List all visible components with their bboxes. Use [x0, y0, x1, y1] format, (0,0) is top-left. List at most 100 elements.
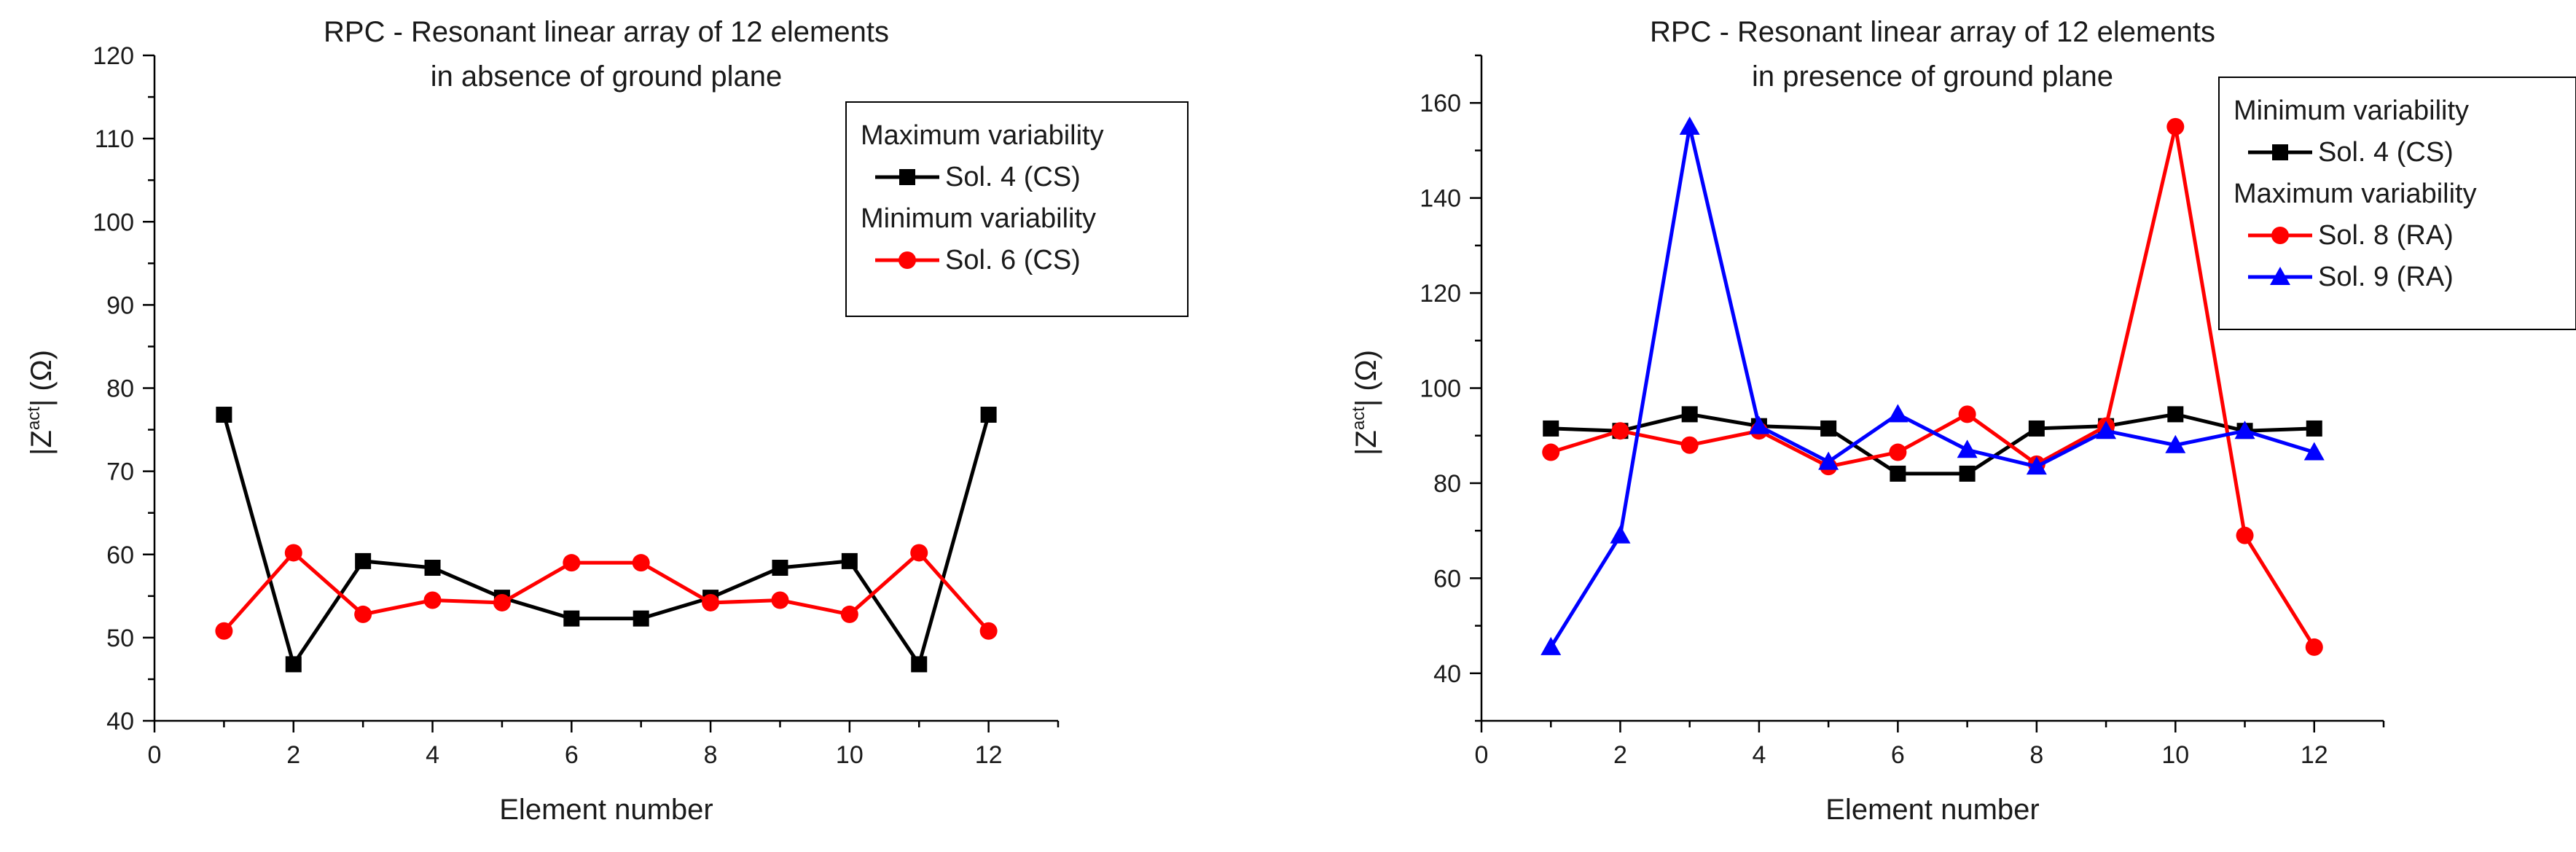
legend-swatch-marker [2272, 144, 2288, 160]
series-line-Sol. 4 (CS) [1551, 412, 2314, 476]
data-point [355, 552, 372, 569]
data-point [841, 552, 858, 569]
data-point [1680, 436, 1699, 454]
data-point [2096, 421, 2117, 439]
x-tick-label: 2 [286, 741, 300, 769]
y-tick-label: 160 [1420, 90, 1461, 117]
chart-title: RPC - Resonant linear array of 12 elemen… [324, 16, 889, 48]
data-point [1958, 405, 1976, 423]
data-point [1542, 443, 1560, 461]
y-tick-label: 80 [106, 375, 134, 403]
legend-heading: Maximum variability [2234, 179, 2477, 209]
y-tick-label: 110 [95, 125, 134, 153]
data-point [284, 544, 302, 562]
x-tick-label: 4 [426, 741, 439, 769]
series-line-Sol. 9 (RA) [1549, 126, 2315, 649]
chart-2: RPC - Resonant linear array of 12 elemen… [1349, 16, 2576, 826]
series-line-Sol. 6 (CS) [222, 550, 990, 633]
x-tick-label: 0 [1475, 741, 1489, 769]
chart-subtitle: in absence of ground plane [431, 60, 783, 93]
y-tick-label: 120 [93, 42, 134, 70]
x-tick-label: 8 [2029, 741, 2043, 769]
data-point [1889, 443, 1907, 461]
y-tick-label: 120 [1420, 280, 1461, 308]
data-point [1959, 465, 1976, 482]
legend-swatch-marker [2271, 227, 2289, 244]
data-point [563, 610, 580, 627]
data-point [979, 622, 998, 640]
x-axis-label: Element number [1825, 794, 2039, 826]
data-point [980, 407, 997, 423]
data-point [2306, 420, 2322, 437]
data-point [910, 544, 928, 562]
y-tick-label: 90 [106, 292, 134, 319]
y-tick-label: 60 [106, 542, 134, 569]
legend-entry-label: Sol. 9 (RA) [2318, 262, 2454, 292]
y-tick-label: 100 [1420, 375, 1461, 403]
data-point [1887, 404, 1908, 423]
data-point [1679, 116, 1700, 135]
data-point [2234, 421, 2255, 439]
data-point [702, 593, 720, 611]
y-tick-label: 40 [1433, 660, 1461, 688]
data-point [1611, 422, 1629, 440]
y-tick-label: 50 [106, 625, 134, 652]
data-point [1681, 406, 1698, 423]
y-tick-label: 70 [106, 458, 134, 486]
legend: Maximum variability Sol. 4 (CS) Minimum va… [845, 101, 1189, 317]
data-point [1748, 415, 1769, 434]
legend-heading: Maximum variability [861, 120, 1104, 151]
data-point [1957, 439, 1978, 458]
y-tick-label: 60 [1433, 565, 1461, 593]
x-tick-label: 2 [1613, 741, 1627, 769]
legend-box [2218, 77, 2576, 330]
data-point [2165, 434, 2186, 453]
data-point [772, 560, 788, 577]
y-tick-label: 100 [93, 208, 134, 236]
data-point [633, 610, 649, 627]
data-point [2305, 638, 2323, 656]
chart-title: RPC - Resonant linear array of 12 elemen… [1650, 16, 2215, 48]
data-point [840, 605, 858, 623]
chart-1: RPC - Resonant linear array of 12 elemen… [24, 16, 1189, 826]
data-point [1820, 420, 1837, 437]
y-axis-label: |Zact| (Ω) [24, 350, 58, 456]
y-tick-label: 140 [1420, 185, 1461, 213]
data-point [771, 591, 789, 609]
x-tick-label: 8 [704, 741, 718, 769]
data-point [2166, 117, 2185, 136]
data-point [423, 591, 442, 609]
x-tick-label: 6 [565, 741, 579, 769]
x-tick-label: 12 [975, 741, 1003, 769]
data-point [1540, 636, 1562, 655]
series-line-Sol. 4 (CS) [222, 414, 991, 669]
data-point [563, 554, 581, 572]
chart-subtitle: in presence of ground plane [1752, 60, 2113, 93]
data-point [1543, 420, 1559, 437]
x-axis-label: Element number [499, 794, 713, 826]
data-point [216, 407, 232, 423]
legend-box [845, 101, 1189, 317]
data-point [2303, 442, 2325, 461]
data-point [354, 605, 372, 623]
series-line-Sol. 8 (RA) [1550, 126, 2316, 649]
legend-entry-label: Sol. 4 (CS) [945, 162, 1081, 192]
data-point [493, 593, 511, 611]
data-point [215, 622, 233, 640]
data-point [2028, 420, 2045, 437]
x-tick-label: 10 [836, 741, 864, 769]
legend: Minimum variability Sol. 4 (CS) Maximum va… [2218, 77, 2576, 330]
y-tick-label: 80 [1433, 470, 1461, 498]
x-tick-label: 10 [2161, 741, 2189, 769]
data-point [1818, 451, 1839, 470]
data-point [285, 656, 302, 673]
legend-entry-label: Sol. 6 (CS) [945, 245, 1081, 275]
data-point [911, 656, 928, 673]
data-point [2236, 526, 2254, 544]
legend-heading: Minimum variability [861, 203, 1096, 234]
x-tick-label: 4 [1752, 741, 1766, 769]
y-tick-label: 40 [106, 708, 134, 735]
x-tick-label: 12 [2301, 741, 2328, 769]
